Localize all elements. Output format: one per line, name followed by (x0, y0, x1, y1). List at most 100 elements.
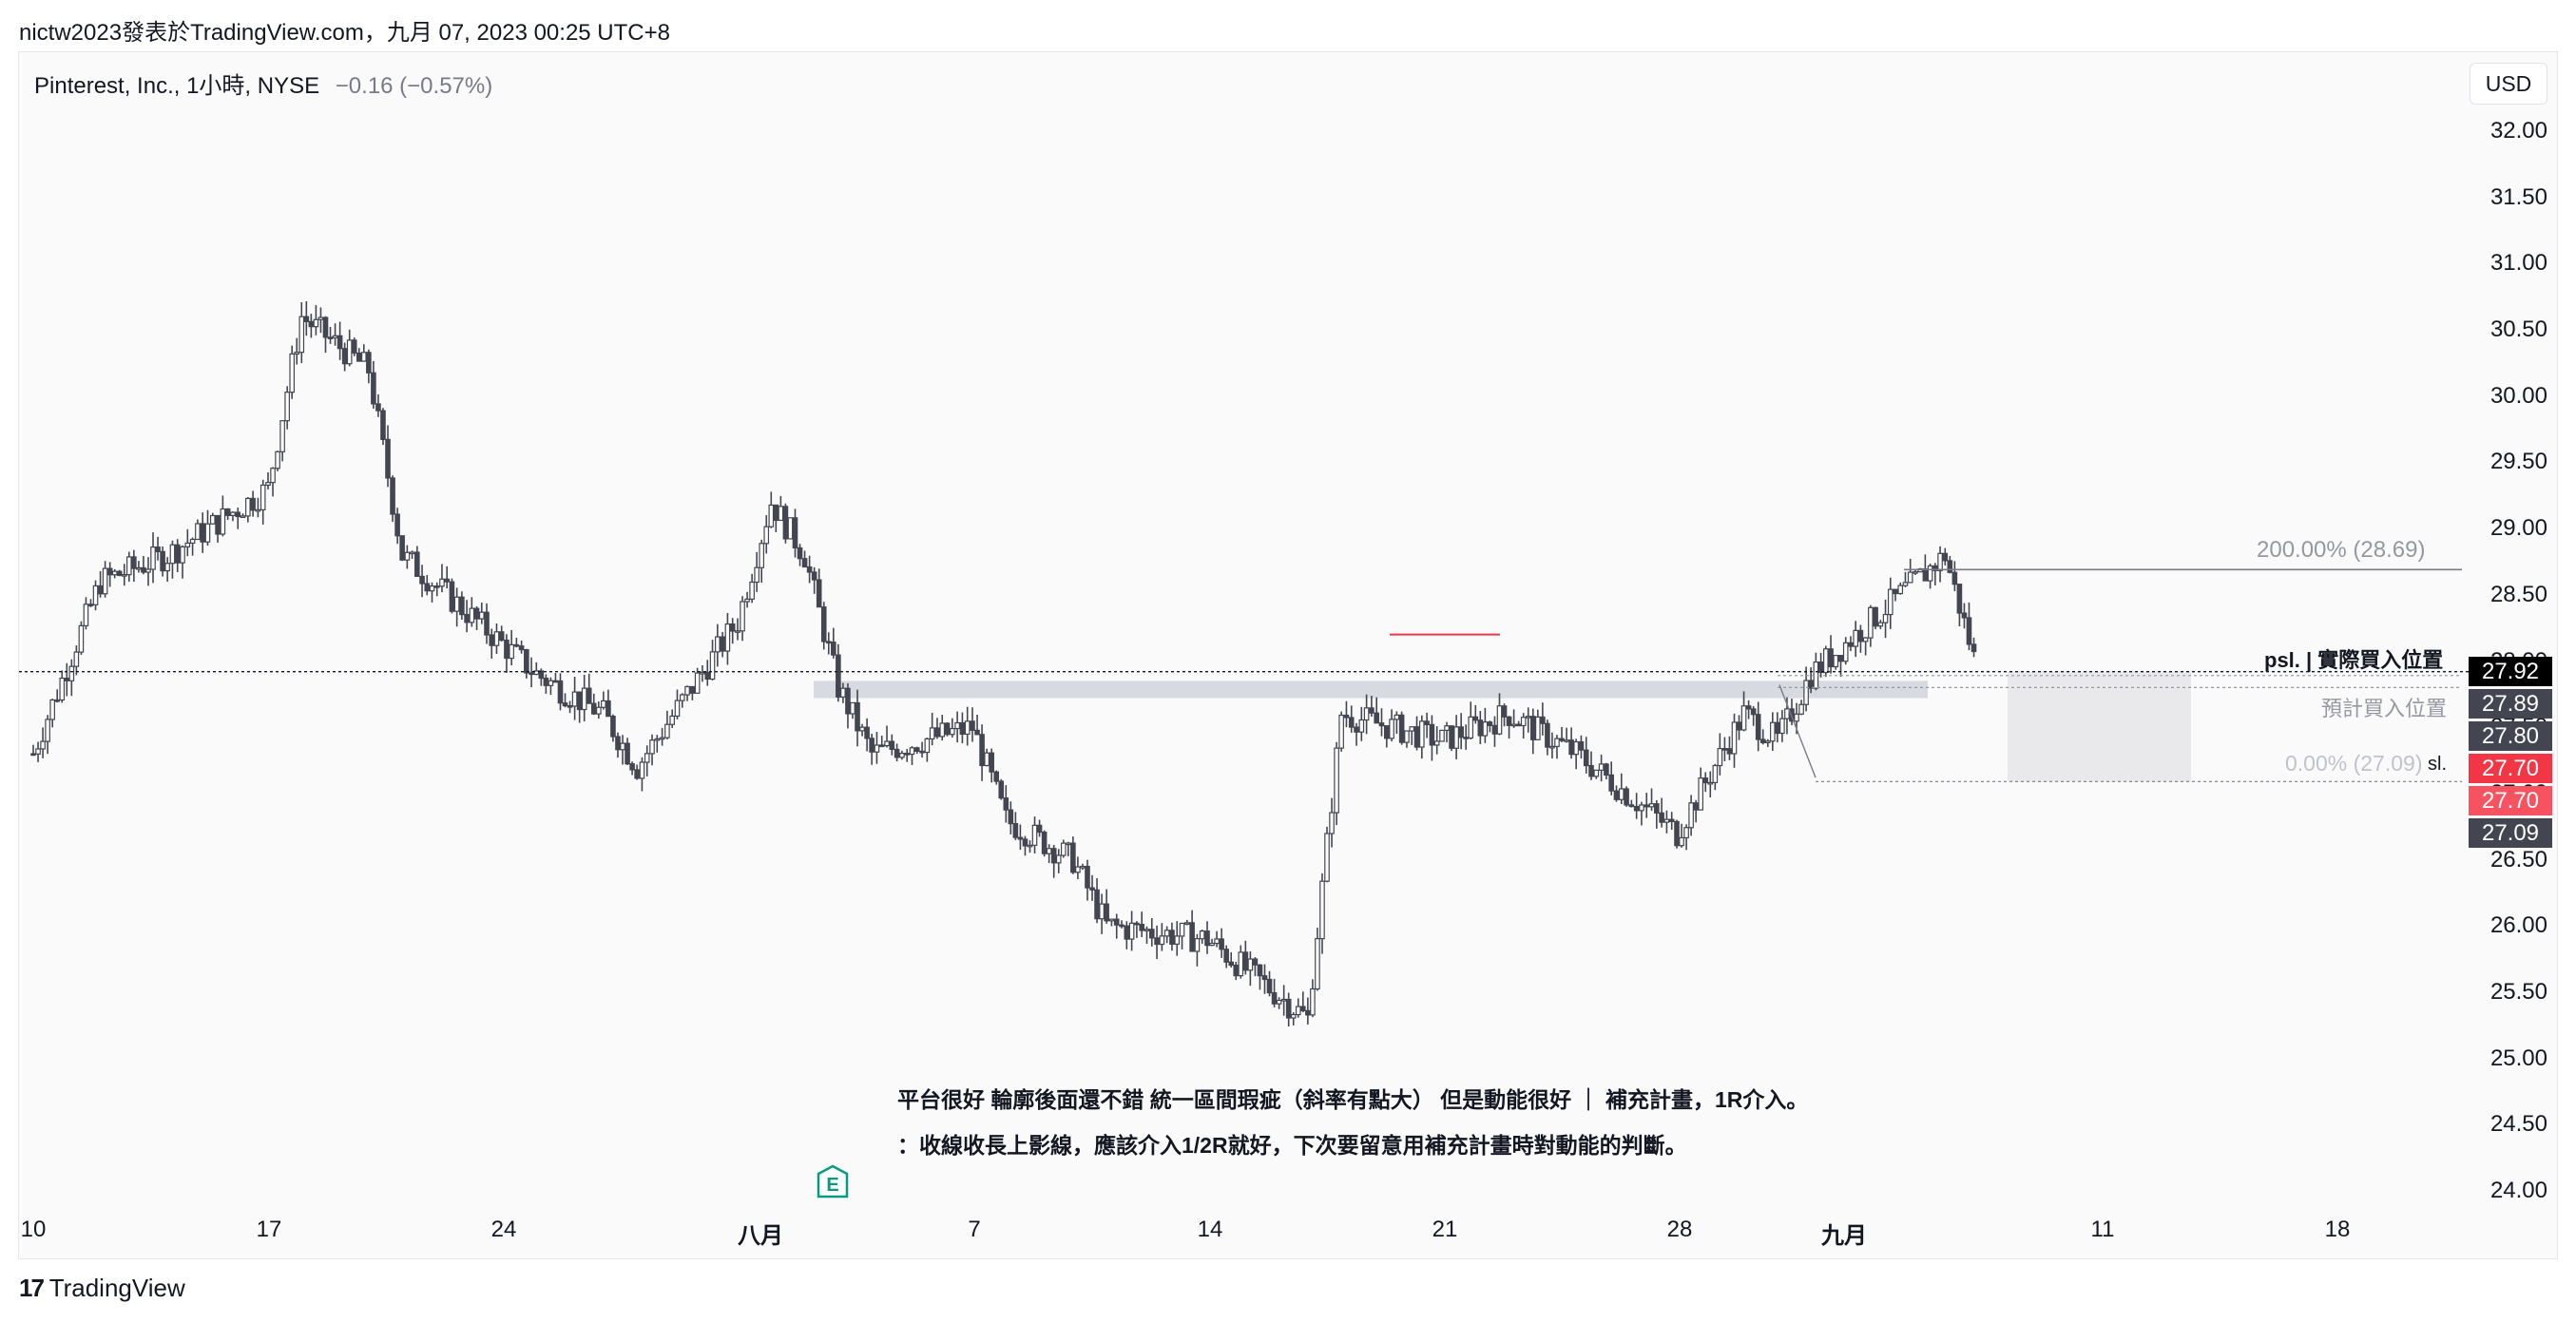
price-badge: 27.89 (2469, 689, 2552, 719)
time-tick-label: 21 (1432, 1217, 1458, 1242)
price-tick-label: 29.50 (2489, 449, 2547, 475)
price-badge: 27.70 (2469, 786, 2552, 815)
candle-body (1927, 565, 1933, 582)
candle-body (1080, 865, 1086, 869)
candle-body (543, 677, 549, 686)
candle-body (1266, 978, 1273, 994)
candle-body (1139, 923, 1144, 931)
candle-body (1893, 588, 1898, 595)
candle-body (709, 651, 716, 681)
candle-body (1252, 958, 1259, 966)
candle-body (322, 316, 329, 338)
tradingview-logo[interactable]: 17 TradingView (19, 1274, 185, 1303)
candle-body (1338, 714, 1344, 749)
candle-body (894, 748, 900, 758)
candle-body (294, 352, 300, 355)
candle-body (184, 542, 191, 547)
candle-body (904, 752, 910, 756)
candle-body (1358, 719, 1365, 733)
candle-body (562, 702, 568, 707)
candle-body (1008, 809, 1014, 825)
candle-body (1549, 745, 1555, 749)
candle-body (30, 753, 36, 757)
candle-body (1877, 622, 1884, 627)
candle-body (1354, 726, 1359, 733)
candle-body (993, 771, 1000, 782)
tv-brand-name: TradingView (48, 1274, 185, 1302)
candle-body (284, 392, 290, 422)
candle-body (1463, 737, 1470, 739)
candle-body (1154, 937, 1160, 946)
earnings-marker[interactable]: E (816, 1164, 850, 1198)
candle-body (1223, 949, 1229, 963)
candle-body (1764, 740, 1771, 744)
candle-body (289, 353, 296, 393)
candle-body (464, 614, 470, 623)
candle-body (629, 763, 635, 771)
candle-body (1868, 606, 1874, 639)
candle-body (615, 736, 621, 751)
candle-body (1608, 774, 1614, 792)
chart-pane[interactable] (18, 51, 2558, 1259)
candle-body (1472, 716, 1479, 721)
candle-body (1837, 655, 1844, 662)
candle-body (1628, 804, 1635, 808)
candle-body (1654, 803, 1660, 814)
candle-body (1564, 739, 1569, 742)
candle-body (1848, 642, 1854, 647)
candle-body (869, 738, 875, 753)
candle-body (1568, 739, 1574, 756)
candle-body (954, 721, 960, 730)
candle-body (453, 596, 460, 612)
candle-body (1429, 723, 1435, 746)
candle-body (279, 420, 285, 452)
candle-body (1315, 938, 1320, 990)
candle-body (429, 585, 435, 592)
candle-body (1477, 719, 1484, 737)
price-tick-label: 29.00 (2489, 515, 2547, 542)
candle-body (1529, 716, 1536, 740)
candle-body (399, 535, 405, 561)
candle-body (341, 348, 348, 365)
candle-body (919, 750, 925, 754)
candle-body (1873, 606, 1878, 627)
candle-body (884, 740, 890, 747)
candle-body (1444, 725, 1450, 732)
time-tick-label: 九月 (1821, 1223, 1867, 1249)
candle-body (924, 738, 931, 754)
candle-body (1535, 716, 1541, 740)
candle-body (1458, 726, 1464, 738)
candle-body (1520, 717, 1527, 727)
candle-body (102, 567, 108, 595)
candle-body (1189, 922, 1195, 952)
candle-body (121, 574, 127, 577)
candle-body (974, 729, 980, 736)
candle-body (1828, 648, 1834, 668)
candle-body (449, 581, 455, 612)
candle-body (1027, 844, 1033, 848)
candle-body (1453, 726, 1459, 749)
candle-body (385, 438, 391, 479)
candle-body (610, 716, 616, 738)
candle-body (484, 611, 490, 636)
candle-body (669, 715, 675, 725)
candle-body (806, 566, 813, 573)
candle-body (1618, 788, 1624, 800)
candle-body (1329, 812, 1335, 834)
candle-body (684, 685, 690, 696)
candle-body (1184, 922, 1190, 925)
candle-body (1413, 726, 1420, 748)
price-badge: 27.70 (2469, 754, 2552, 783)
price-tick-label: 31.00 (2489, 250, 2547, 277)
candle-body (700, 671, 705, 675)
candle-body (1598, 763, 1605, 771)
symbol-legend[interactable]: Pinterest, Inc., 1小時, NYSE −0.16 (−0.57%… (34, 67, 492, 100)
currency-button[interactable]: USD (2470, 63, 2547, 105)
candle-body (1721, 748, 1728, 751)
candle-body (1348, 717, 1355, 728)
candle-body (1717, 748, 1723, 767)
candle-body (889, 740, 895, 751)
trend-segment (1778, 684, 1817, 778)
candle-body (1128, 922, 1135, 940)
